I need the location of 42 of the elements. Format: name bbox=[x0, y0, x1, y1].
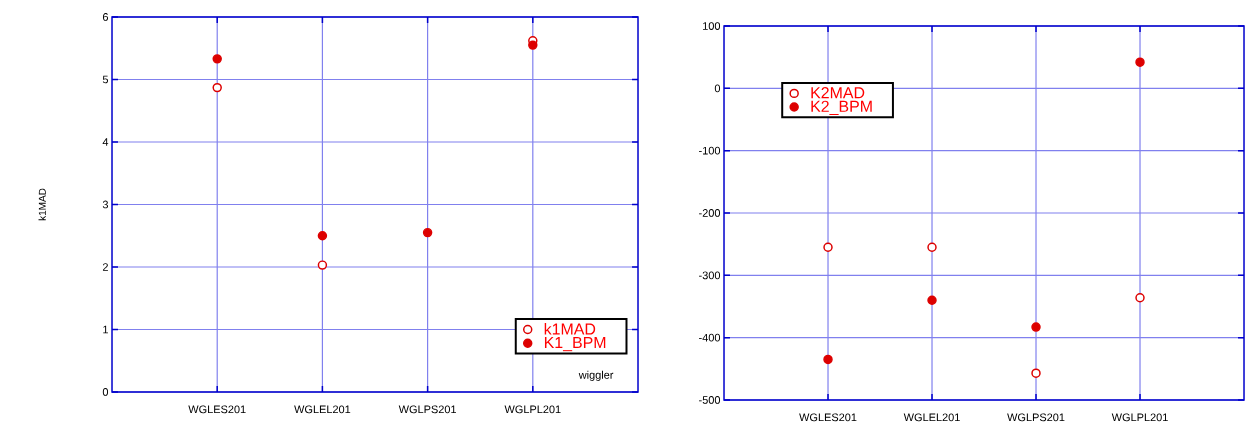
legend-label: k1MAD bbox=[544, 323, 596, 335]
x-tick-label: WGLPL201 bbox=[504, 405, 561, 414]
y-tick-label: -100 bbox=[699, 146, 721, 155]
legend-label: K2_BPM bbox=[811, 100, 872, 115]
point bbox=[927, 295, 937, 305]
y-tick-label: 6 bbox=[102, 13, 109, 21]
y-tick-label: -400 bbox=[699, 333, 721, 342]
y-tick-label: 100 bbox=[703, 22, 721, 30]
x-tick-label: WGLPS201 bbox=[1007, 413, 1065, 422]
point bbox=[528, 40, 538, 50]
point bbox=[1135, 57, 1145, 67]
y-tick-label: 4 bbox=[102, 138, 109, 146]
point bbox=[212, 82, 222, 93]
x-tick-label: WGLEL201 bbox=[294, 405, 351, 414]
y-tick-label: 0 bbox=[102, 388, 109, 396]
y-tick-label: 5 bbox=[102, 75, 109, 84]
y-axis-title: k1MAD bbox=[38, 188, 46, 221]
x-tick-label: WGLEL201 bbox=[903, 413, 960, 422]
point bbox=[1031, 322, 1041, 332]
y-tick-label: 3 bbox=[102, 200, 109, 209]
x-tick-label: WGLES201 bbox=[188, 405, 246, 414]
y-tick-label: -200 bbox=[699, 209, 721, 217]
point bbox=[422, 227, 433, 238]
legend-label: K1_BPM bbox=[544, 337, 606, 352]
point bbox=[317, 260, 328, 270]
point bbox=[927, 242, 937, 253]
x-tick-label: WGLPS201 bbox=[398, 405, 457, 414]
legend-label: K2MAD bbox=[811, 87, 865, 99]
point bbox=[823, 354, 833, 365]
y-tick-label: -500 bbox=[699, 396, 721, 404]
y-tick-label: -300 bbox=[699, 271, 721, 280]
y-tick-label: 1 bbox=[103, 325, 108, 334]
annotation: wiggler bbox=[578, 370, 614, 381]
x-tick-label: WGLES201 bbox=[799, 413, 857, 422]
point bbox=[212, 54, 222, 64]
point bbox=[1031, 368, 1041, 378]
point bbox=[1135, 293, 1145, 303]
y-tick-label: 0 bbox=[714, 84, 721, 93]
point bbox=[823, 242, 833, 253]
y-tick-label: 2 bbox=[102, 263, 108, 271]
point bbox=[317, 231, 328, 241]
x-tick-label: WGLPL201 bbox=[1111, 413, 1168, 422]
